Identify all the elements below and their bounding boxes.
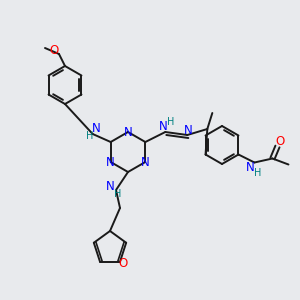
Text: H: H <box>114 189 122 199</box>
Text: N: N <box>92 122 101 136</box>
Text: N: N <box>124 125 132 139</box>
Text: H: H <box>167 117 174 127</box>
Text: N: N <box>184 124 193 137</box>
Text: H: H <box>86 131 93 141</box>
Text: O: O <box>50 44 58 56</box>
Text: N: N <box>106 155 115 169</box>
Text: N: N <box>159 121 168 134</box>
Text: H: H <box>254 169 261 178</box>
Text: N: N <box>141 155 150 169</box>
Text: O: O <box>118 257 127 270</box>
Text: O: O <box>276 135 285 148</box>
Text: N: N <box>246 161 255 174</box>
Text: N: N <box>106 181 114 194</box>
